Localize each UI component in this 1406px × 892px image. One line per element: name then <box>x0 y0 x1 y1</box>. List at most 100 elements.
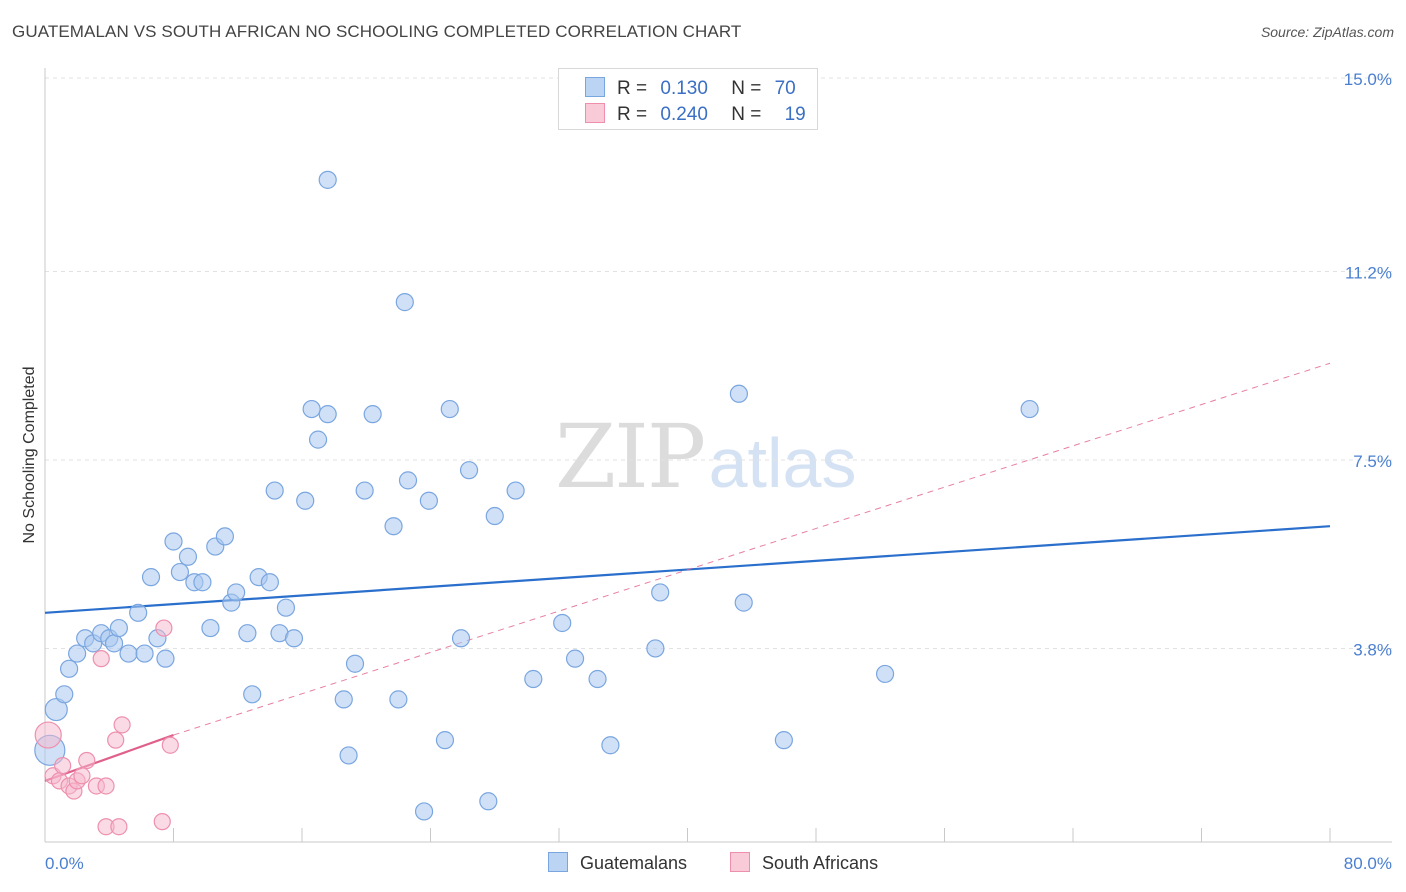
point-guatemalans <box>774 731 793 750</box>
point-guatemalans <box>170 562 190 582</box>
point-guatemalans <box>734 593 753 612</box>
legend-n-label: N = <box>731 104 762 125</box>
point-guatemalans <box>355 481 374 500</box>
point-guatemalans <box>363 405 382 424</box>
point-guatemalans <box>141 568 161 587</box>
point-guatemalans <box>193 573 212 592</box>
legend-n-value: 70 <box>774 78 796 99</box>
point-guatemalans <box>479 792 498 811</box>
point-guatemalans <box>308 430 328 449</box>
point-guatemalans <box>44 697 68 722</box>
point-guatemalans <box>646 639 665 658</box>
point-guatemalans <box>414 802 434 821</box>
point-guatemalans <box>129 603 148 622</box>
point-guatemalans <box>651 583 670 602</box>
point-guatemalans <box>201 618 220 638</box>
point-guatemalans <box>435 731 455 750</box>
trend-line-south-africans-extrapolated <box>173 362 1331 736</box>
point-south-africans <box>110 818 128 836</box>
y-tick-label: 7.5% <box>1353 452 1392 471</box>
point-guatemalans <box>284 629 304 648</box>
point-south-africans <box>113 716 131 734</box>
point-guatemalans <box>178 547 198 566</box>
point-south-africans <box>153 813 171 831</box>
point-guatemalans <box>119 644 138 663</box>
data-points <box>34 170 1039 836</box>
legend-swatch-blue <box>548 852 568 872</box>
point-guatemalans <box>440 399 459 419</box>
point-guatemalans <box>485 506 504 526</box>
point-guatemalans <box>565 649 585 668</box>
watermark-zip: ZIP <box>555 405 706 508</box>
point-guatemalans <box>260 573 279 592</box>
point-guatemalans <box>553 613 572 633</box>
point-south-africans <box>54 756 72 775</box>
point-south-africans <box>73 767 91 785</box>
point-guatemalans <box>59 659 79 678</box>
legend-swatch-blue <box>585 77 605 97</box>
point-south-africans <box>34 721 62 749</box>
point-guatemalans <box>398 471 418 490</box>
y-tick-label: 11.2% <box>1345 264 1392 283</box>
point-guatemalans <box>334 690 353 709</box>
point-guatemalans <box>875 664 895 684</box>
legend-swatch-pink <box>730 852 750 872</box>
point-south-africans <box>161 736 179 754</box>
point-guatemalans <box>1020 399 1039 419</box>
chart-title: GUATEMALAN VS SOUTH AFRICAN NO SCHOOLING… <box>12 22 742 41</box>
point-guatemalans <box>345 654 365 673</box>
legend-label-guatemalans: Guatemalans <box>580 853 688 873</box>
legend-row-south-africans: R = 0.240 N = 19 <box>585 103 806 125</box>
point-guatemalans <box>601 736 620 755</box>
legend-n-value: 19 <box>784 104 806 125</box>
legend-label-south-africans: South Africans <box>762 853 879 873</box>
point-guatemalans <box>227 583 246 602</box>
legend-r-label: R = <box>617 78 648 99</box>
point-guatemalans <box>265 481 284 500</box>
x-tick-label: 0.0% <box>45 854 84 873</box>
point-guatemalans <box>276 598 296 617</box>
point-south-africans <box>155 619 173 637</box>
watermark-atlas: atlas <box>708 424 857 502</box>
y-tick-label: 3.8% <box>1353 640 1392 659</box>
legend-r-value: 0.130 <box>660 78 708 99</box>
point-guatemalans <box>451 629 471 648</box>
point-guatemalans <box>384 517 403 536</box>
point-guatemalans <box>109 618 128 638</box>
correlation-legend: R = 0.130 N = 70 R = 0.240 N = 19 <box>558 68 818 130</box>
point-guatemalans <box>296 491 315 510</box>
point-guatemalans <box>395 293 414 312</box>
point-guatemalans <box>104 634 124 653</box>
point-guatemalans <box>302 399 321 419</box>
trend-lines <box>44 362 1331 782</box>
point-guatemalans <box>506 481 525 500</box>
point-guatemalans <box>524 669 543 689</box>
point-guatemalans <box>135 644 154 663</box>
point-guatemalans <box>55 685 74 704</box>
point-south-africans <box>97 777 115 795</box>
y-tick-label: 15.0% <box>1344 70 1392 89</box>
legend-r-label: R = <box>617 104 648 125</box>
legend-row-guatemalans: R = 0.130 N = 70 <box>585 77 796 99</box>
legend-item-guatemalans: Guatemalans <box>548 852 687 874</box>
point-guatemalans <box>588 669 607 689</box>
point-guatemalans <box>389 690 408 709</box>
point-guatemalans <box>318 170 337 189</box>
point-guatemalans <box>164 532 183 551</box>
point-guatemalans <box>459 461 479 480</box>
point-south-africans <box>92 650 110 668</box>
axes <box>44 68 1392 843</box>
grid-lines <box>45 77 1392 649</box>
point-guatemalans <box>215 527 234 546</box>
point-guatemalans <box>339 746 358 765</box>
point-south-africans <box>107 731 125 749</box>
point-guatemalans <box>156 649 175 668</box>
tick-labels: 3.8% 7.5% 11.2% 15.0% 0.0% 80.0% <box>45 70 1392 873</box>
watermark: ZIP atlas <box>555 405 856 508</box>
point-guatemalans <box>243 685 262 704</box>
point-guatemalans <box>238 624 257 643</box>
legend-item-south-africans: South Africans <box>730 852 878 874</box>
source-label: Source: ZipAtlas.com <box>1260 24 1394 40</box>
point-south-africans <box>78 751 96 770</box>
